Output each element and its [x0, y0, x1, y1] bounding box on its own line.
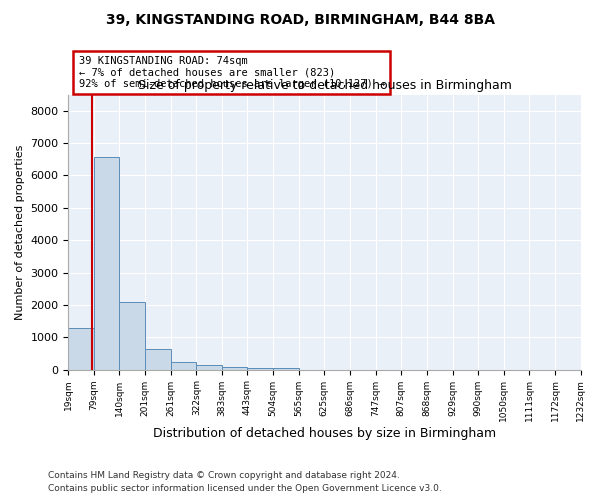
Bar — [68, 328, 94, 370]
Bar — [170, 362, 196, 370]
Bar — [273, 368, 299, 370]
Text: 39 KINGSTANDING ROAD: 74sqm
← 7% of detached houses are smaller (823)
92% of sem: 39 KINGSTANDING ROAD: 74sqm ← 7% of deta… — [79, 56, 385, 89]
Text: 39, KINGSTANDING ROAD, BIRMINGHAM, B44 8BA: 39, KINGSTANDING ROAD, BIRMINGHAM, B44 8… — [106, 12, 494, 26]
Bar — [145, 349, 170, 370]
Bar — [247, 368, 273, 370]
Bar — [196, 366, 222, 370]
Y-axis label: Number of detached properties: Number of detached properties — [15, 144, 25, 320]
Bar — [119, 302, 145, 370]
Title: Size of property relative to detached houses in Birmingham: Size of property relative to detached ho… — [137, 79, 511, 92]
Text: Contains HM Land Registry data © Crown copyright and database right 2024.: Contains HM Land Registry data © Crown c… — [48, 470, 400, 480]
Bar — [222, 366, 247, 370]
Bar — [94, 158, 119, 370]
Text: Contains public sector information licensed under the Open Government Licence v3: Contains public sector information licen… — [48, 484, 442, 493]
X-axis label: Distribution of detached houses by size in Birmingham: Distribution of detached houses by size … — [153, 427, 496, 440]
